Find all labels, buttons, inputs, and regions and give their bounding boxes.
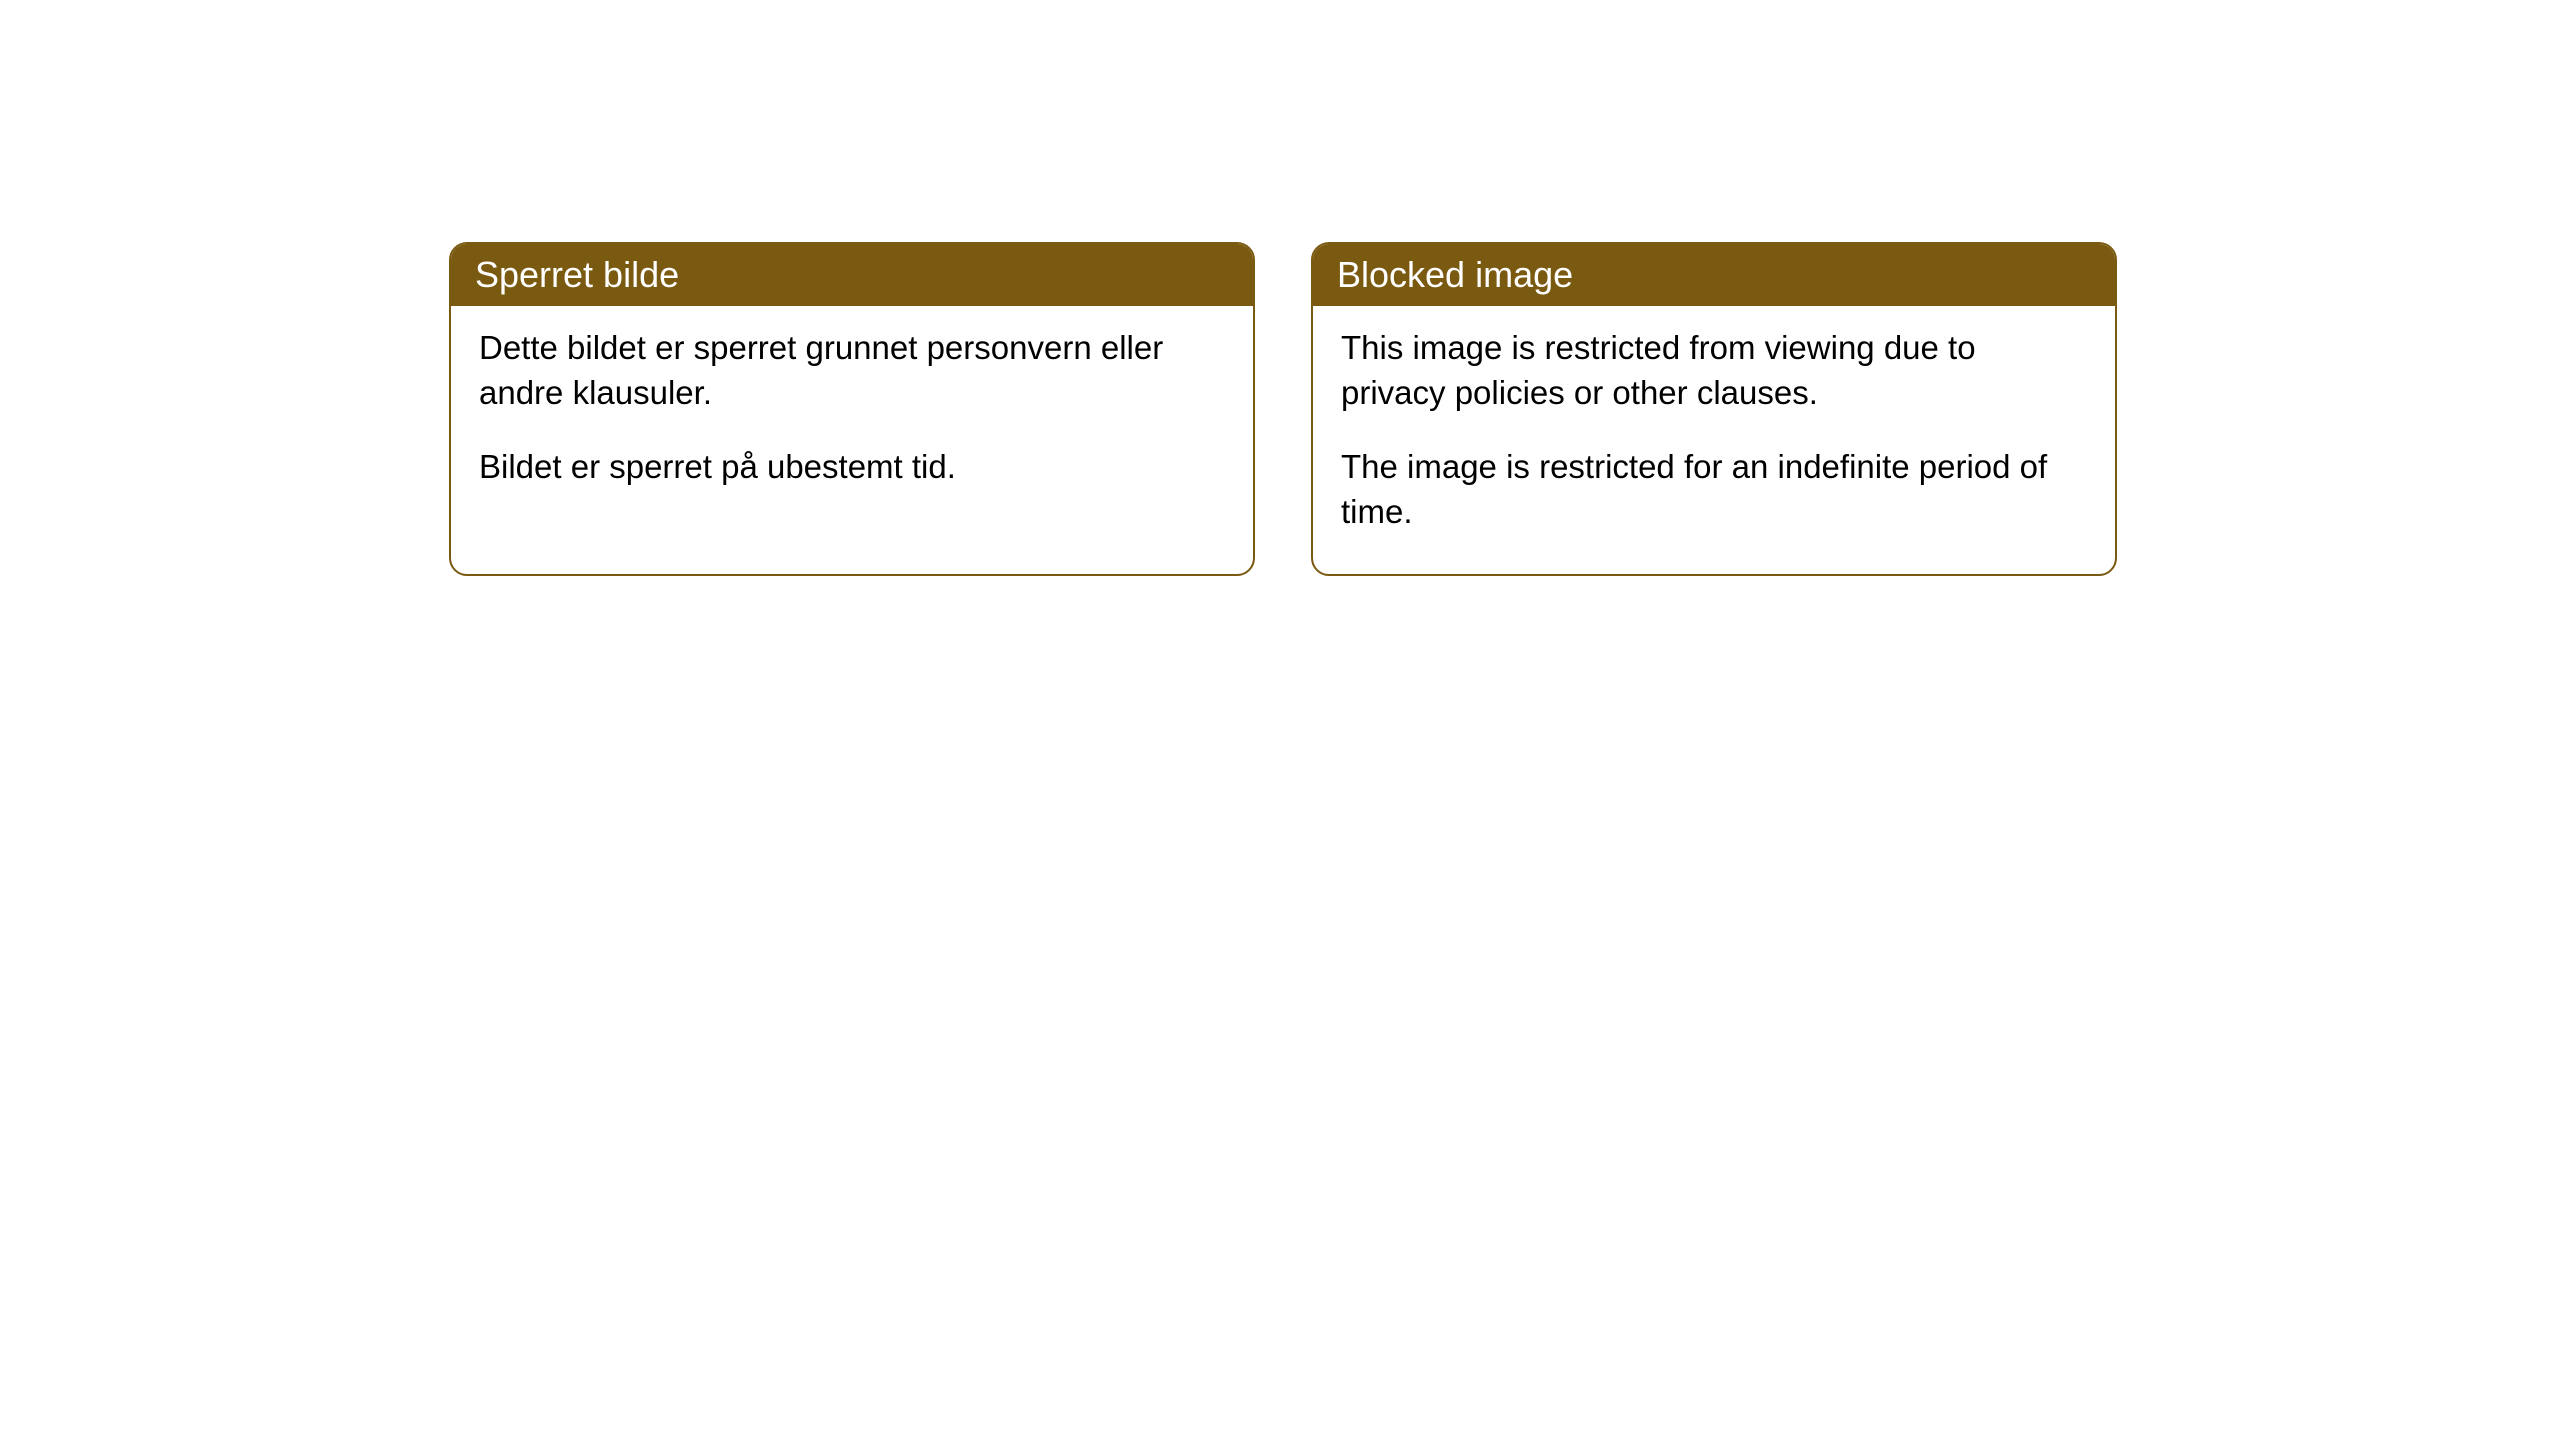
card-message-2: The image is restricted for an indefinit… — [1341, 445, 2087, 534]
card-title: Blocked image — [1337, 254, 1573, 295]
card-body: This image is restricted from viewing du… — [1313, 306, 2115, 574]
card-message-2: Bildet er sperret på ubestemt tid. — [479, 445, 1225, 490]
card-title: Sperret bilde — [475, 254, 679, 295]
card-message-1: This image is restricted from viewing du… — [1341, 326, 2087, 415]
card-header: Blocked image — [1313, 244, 2115, 306]
cards-container: Sperret bilde Dette bildet er sperret gr… — [0, 0, 2560, 576]
blocked-image-card-norwegian: Sperret bilde Dette bildet er sperret gr… — [449, 242, 1255, 576]
card-header: Sperret bilde — [451, 244, 1253, 306]
card-message-1: Dette bildet er sperret grunnet personve… — [479, 326, 1225, 415]
blocked-image-card-english: Blocked image This image is restricted f… — [1311, 242, 2117, 576]
card-body: Dette bildet er sperret grunnet personve… — [451, 306, 1253, 530]
